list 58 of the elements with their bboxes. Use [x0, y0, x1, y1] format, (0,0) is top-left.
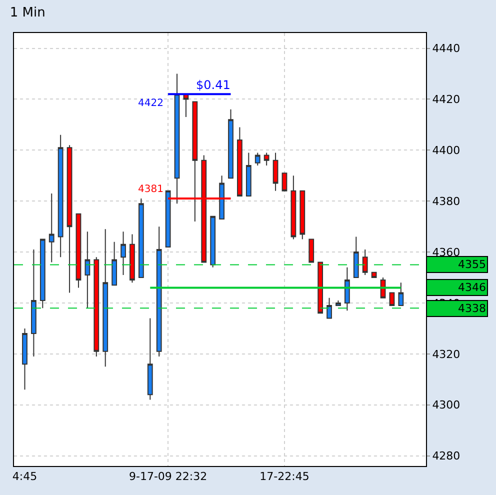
candlestick [264, 152, 270, 166]
candlestick [112, 241, 118, 286]
candlestick [210, 216, 216, 268]
candlestick [389, 292, 395, 306]
text: 4346 [458, 281, 486, 294]
y-tick-label: 4420 [432, 93, 460, 106]
candlestick [300, 190, 306, 240]
y-tick-label: 4360 [432, 246, 460, 259]
y-tick-label: 4320 [432, 348, 460, 361]
y-tick-label: 4280 [432, 450, 460, 463]
candlestick [102, 228, 108, 368]
candlestick [58, 134, 64, 258]
candlestick [40, 238, 46, 309]
candlestick [344, 266, 350, 312]
annotation: $0.41 [196, 78, 230, 92]
candlestick [48, 192, 54, 263]
candlestick [272, 152, 278, 192]
candlestick [219, 175, 224, 220]
candlestick [84, 231, 90, 309]
y-tick-label: 4300 [432, 398, 460, 412]
candlestick [308, 238, 314, 263]
y-tick-label: 4440 [432, 42, 460, 56]
candlestick [282, 172, 288, 192]
candlestick [94, 256, 100, 357]
ref-line-label: 4355 [458, 258, 486, 271]
candlestick [371, 272, 377, 278]
candlestick [174, 73, 180, 204]
x-tick-label: 9-17-09 22:32 [128, 470, 208, 484]
candlestick [22, 328, 28, 390]
candlestick [147, 318, 153, 400]
candlestick [120, 231, 126, 276]
candlestick [66, 144, 72, 294]
candlestick [246, 152, 252, 197]
annotation: 4381 [138, 184, 164, 195]
candlestick [183, 94, 189, 118]
y-tick-label: 4400 [432, 144, 460, 158]
candlestick [353, 236, 359, 278]
y-tick-label: 4380 [432, 194, 460, 208]
x-tick-label: 17-22:45 [260, 470, 310, 484]
annotation: 4422 [138, 98, 164, 109]
candlestick [165, 190, 171, 248]
candlestick [130, 234, 135, 284]
candlestick [156, 226, 162, 357]
candlestick [228, 108, 234, 179]
chart-title: 1 Min [10, 6, 46, 21]
candlestick [362, 249, 368, 276]
x-tick-label: 4:45 [12, 470, 38, 484]
candlestick [318, 262, 324, 314]
ref-line-label: 4338 [458, 302, 486, 315]
candlestick [290, 175, 296, 240]
candlestick [76, 213, 82, 288]
candlestick [398, 282, 404, 306]
candlestick [138, 198, 144, 278]
candlestick [31, 249, 36, 357]
candlestick [336, 300, 341, 306]
candlestick [326, 297, 332, 319]
candlestick [237, 126, 242, 197]
candlestick [254, 152, 260, 166]
